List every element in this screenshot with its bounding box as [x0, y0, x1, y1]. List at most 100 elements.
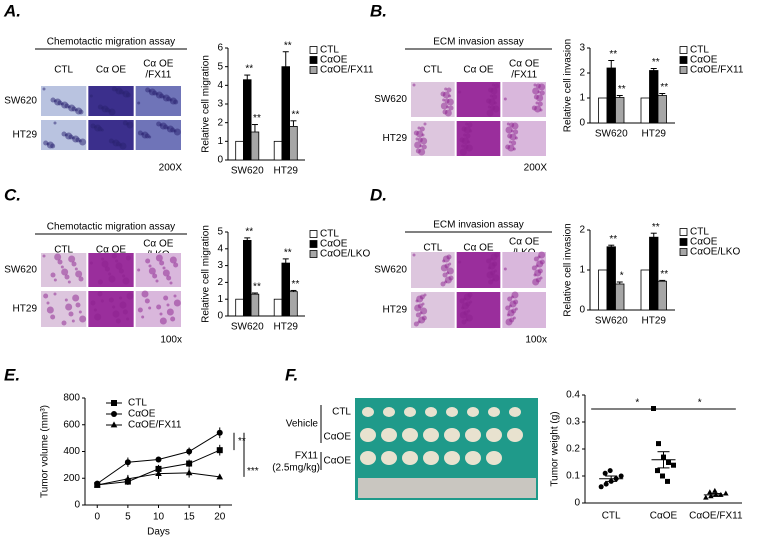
row-label: HT29: [383, 133, 408, 144]
column-label: /FX11: [511, 70, 537, 81]
y-tick-label: 4: [217, 80, 223, 91]
cell-blob: [461, 126, 467, 132]
legend-swatch: [309, 240, 318, 248]
cell-blob: [412, 83, 416, 87]
legend-label: CαOE/LKO: [320, 249, 370, 260]
x-tick-label: CTL: [602, 511, 621, 522]
point: [607, 468, 613, 474]
x-axis-label: Days: [147, 527, 170, 538]
cell-blob: [61, 320, 67, 326]
cell-blob: [505, 144, 511, 150]
photo-label: (2.5mg/kg): [272, 463, 320, 474]
cell-blob: [419, 126, 425, 132]
point: [93, 481, 101, 488]
bar: [289, 126, 298, 161]
tumor: [423, 428, 439, 442]
significance: *: [620, 271, 624, 282]
cell-blob: [46, 306, 54, 314]
y-tick-label: 3: [217, 99, 223, 110]
y-tick-label: 3: [217, 260, 223, 271]
magnification: 100x: [525, 335, 547, 346]
cell-blob: [459, 137, 465, 143]
cell-blob: [60, 265, 64, 269]
legend-label: CαOE: [128, 409, 156, 420]
cell-blob: [46, 301, 50, 305]
cell-blob: [108, 275, 116, 283]
legend-swatch: [309, 46, 318, 54]
cell-blob: [108, 297, 114, 303]
annotation: **: [238, 436, 246, 447]
cell-blob: [486, 271, 494, 279]
cell-blob: [461, 306, 465, 310]
cell-blob: [508, 140, 512, 144]
cell-blob: [115, 259, 119, 263]
tumor: [362, 407, 374, 417]
cell-blob: [61, 131, 67, 137]
y-tick-label: 1: [217, 136, 223, 147]
cell-blob: [137, 268, 141, 272]
panel-label: D.: [370, 185, 387, 204]
cell-blob: [173, 299, 181, 307]
significance: **: [292, 279, 300, 290]
bar: [242, 79, 252, 161]
bar: [250, 293, 260, 317]
cell-blob: [78, 310, 82, 314]
tumor: [444, 428, 460, 442]
point: [124, 475, 132, 482]
cell-blob: [463, 144, 469, 150]
cell-blob: [421, 144, 427, 150]
cell-blob: [169, 256, 177, 264]
column-label: Cα OE: [463, 65, 494, 76]
panel-label: A.: [3, 1, 21, 20]
point: [655, 468, 660, 474]
cell-blob: [90, 300, 96, 306]
cell-blob: [93, 308, 97, 312]
point: [666, 460, 671, 465]
cell-blob: [444, 98, 450, 104]
cell-blob: [166, 308, 174, 316]
point: [155, 456, 162, 463]
cell-blob: [459, 148, 467, 156]
cell-blob: [90, 123, 96, 129]
y-tick-label: 200: [63, 473, 80, 484]
bar: [598, 97, 608, 124]
legend-label: CαOE: [690, 55, 718, 66]
legend-marker: [111, 400, 117, 406]
cell-blob: [458, 90, 462, 94]
cell-blob: [125, 255, 131, 261]
point: [656, 441, 661, 447]
cell-blob: [97, 291, 103, 297]
cell-blob: [415, 312, 421, 318]
cell-blob: [148, 306, 152, 310]
y-tick-label: 2: [217, 277, 223, 288]
y-tick-label: 0.3: [566, 417, 580, 428]
cell-blob: [43, 293, 49, 299]
photo-label: CTL: [332, 407, 351, 418]
x-tick-label: 20: [214, 512, 226, 523]
legend-label: CTL: [320, 45, 339, 56]
y-tick-label: 0.4: [566, 390, 580, 401]
cell-blob: [505, 305, 511, 311]
cell-blob: [71, 261, 77, 267]
column-label: CTL: [54, 245, 73, 256]
tumor: [425, 407, 437, 417]
cell-blob: [413, 321, 419, 327]
cell-blob: [108, 272, 112, 276]
cell-blob: [170, 316, 176, 322]
y-tick-label: 0: [579, 305, 585, 316]
cell-blob: [68, 255, 76, 263]
legend-label: CTL: [690, 45, 709, 56]
tumor: [381, 451, 397, 465]
cell-blob: [122, 274, 126, 278]
x-tick-label: CαOE/FX11: [689, 511, 743, 522]
cell-blob: [173, 294, 177, 298]
cell-blob: [119, 301, 127, 309]
y-axis-label: Tumor volume (mm³): [40, 405, 51, 498]
point: [124, 459, 131, 466]
cell-blob: [159, 317, 167, 325]
panel-label: B.: [370, 1, 387, 20]
micrograph-title: Chemotactic migration assay: [47, 222, 175, 233]
bar: [606, 246, 616, 311]
point: [598, 484, 604, 490]
cell-blob: [97, 279, 103, 285]
